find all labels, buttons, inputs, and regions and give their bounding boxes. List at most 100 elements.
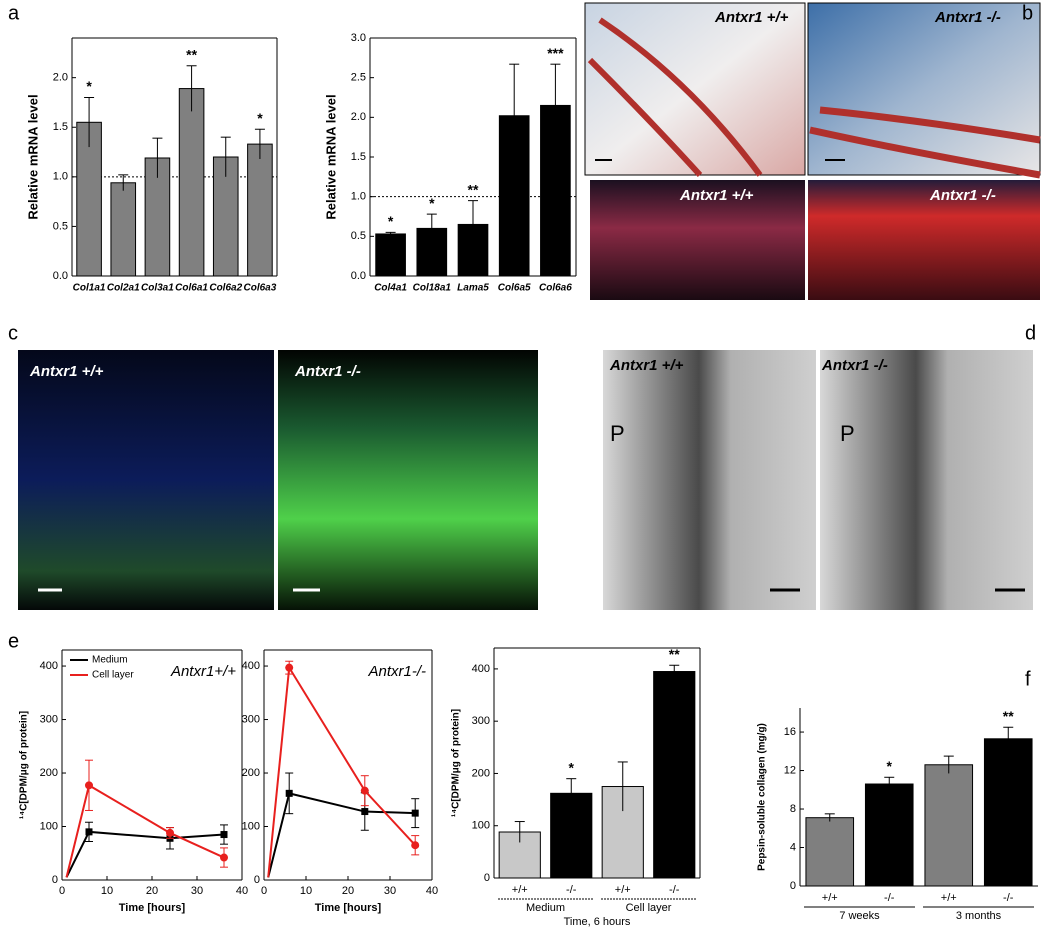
bar	[110, 182, 137, 277]
y-tick-label: 400	[40, 660, 58, 672]
bar	[924, 764, 974, 887]
significance: **	[669, 646, 680, 662]
y-tick-label: 0.0	[53, 270, 68, 282]
significance: *	[429, 195, 435, 211]
y-tick-label: 1.5	[351, 151, 366, 163]
y-tick-label: 4	[790, 841, 796, 853]
image-label: Antxr1 +/+	[29, 363, 104, 380]
bar	[805, 817, 855, 887]
y-tick-label: 0	[52, 874, 58, 886]
x-tick-label: -/-	[1003, 892, 1014, 904]
image-label: Antxr1 +/+	[679, 187, 754, 204]
micrograph	[278, 350, 538, 610]
point	[285, 789, 293, 797]
x-tick-label: 10	[300, 885, 312, 897]
micrograph	[820, 350, 1033, 610]
x-tick-label: Col6a3	[244, 283, 277, 294]
x-tick-label: 20	[342, 885, 354, 897]
y-axis-label: Pepsin-soluble collagen (mg/g)	[757, 723, 768, 871]
x-tick-label: +/+	[512, 884, 528, 896]
group-label: 3 months	[956, 910, 1002, 922]
panel-c: Antxr1 +/+ Antxr1 -/-	[18, 350, 538, 610]
x-tick-label: Col6a2	[209, 283, 242, 294]
y-tick-label: 1.0	[351, 191, 366, 203]
y-tick-label: 2.5	[351, 72, 366, 84]
micrograph	[590, 180, 805, 300]
x-tick-label: -/-	[566, 884, 577, 896]
significance: ***	[547, 45, 564, 61]
significance: *	[257, 110, 263, 126]
y-tick-label: 200	[472, 767, 490, 779]
bar	[178, 88, 205, 277]
point	[85, 828, 93, 836]
panel-letter: a	[8, 2, 20, 24]
series-line	[267, 792, 416, 878]
x-tick-label: +/+	[822, 892, 838, 904]
x-axis-label: Time [hours]	[119, 902, 186, 914]
group-label: Cell layer	[626, 902, 672, 914]
bar	[653, 671, 696, 879]
x-tick-label: 0	[261, 885, 267, 897]
micrograph	[808, 180, 1040, 300]
image-label: Antxr1 +/+	[609, 357, 684, 374]
y-tick-label: 0	[254, 874, 260, 886]
image-marker: P	[610, 421, 625, 446]
image-label: Antxr1 -/-	[934, 9, 1001, 26]
significance: *	[388, 213, 394, 229]
y-tick-label: 200	[40, 767, 58, 779]
y-tick-label: 300	[40, 713, 58, 725]
panel-letter: e	[8, 630, 19, 652]
x-tick-label: +/+	[941, 892, 957, 904]
x-tick-label: 0	[59, 885, 65, 897]
legend-label: Cell layer	[92, 670, 134, 681]
y-tick-label: 0.0	[351, 270, 366, 282]
y-tick-label: 0	[790, 880, 796, 892]
x-tick-label: Col6a1	[175, 283, 208, 294]
x-tick-label: Col18a1	[413, 283, 452, 294]
group-label: 7 weeks	[839, 910, 880, 922]
x-tick-label: Col1a1	[73, 283, 106, 294]
image-label: Antxr1 -/-	[294, 363, 361, 380]
significance: *	[86, 78, 92, 94]
y-tick-label: 100	[40, 820, 58, 832]
tissue-streak	[809, 106, 1041, 179]
x-tick-label: Lama5	[457, 283, 489, 294]
point	[220, 853, 228, 862]
x-tick-label: Col4a1	[374, 283, 407, 294]
y-tick-label: 200	[242, 767, 260, 779]
annotation: Antxr1-/-	[367, 663, 426, 680]
y-tick-label: 0	[484, 872, 490, 884]
series-line	[65, 783, 225, 878]
significance: **	[1003, 708, 1014, 724]
panel-b: Antxr1 +/+ Antxr1 -/- Antxr1 +/+ Antxr1 …	[584, 2, 1041, 300]
micrograph	[807, 2, 1041, 176]
point	[411, 809, 419, 817]
point	[411, 841, 420, 850]
y-tick-label: 100	[242, 820, 260, 832]
y-tick-label: 12	[784, 764, 796, 776]
image-label: Antxr1 -/-	[929, 187, 996, 204]
point	[360, 786, 369, 795]
y-axis-label: Relative mRNA level	[25, 94, 40, 219]
image-label: Antxr1 +/+	[714, 9, 789, 26]
y-tick-label: 2.0	[351, 111, 366, 123]
bar	[375, 233, 406, 277]
y-tick-label: 0.5	[53, 220, 68, 232]
significance: **	[186, 46, 197, 62]
significance: *	[569, 759, 575, 775]
significance: **	[468, 181, 479, 197]
image-marker: P	[840, 421, 855, 446]
x-tick-label: -/-	[669, 884, 680, 896]
group-label: Medium	[526, 902, 565, 914]
y-tick-label: 1.0	[53, 171, 68, 183]
y-tick-label: 16	[784, 726, 796, 738]
y-tick-label: 100	[472, 820, 490, 832]
tissue-streak	[587, 17, 763, 178]
y-tick-label: 400	[472, 663, 490, 675]
x-tick-label: Col6a5	[498, 283, 531, 294]
y-tick-label: 1.5	[53, 121, 68, 133]
y-tick-label: 0.5	[351, 230, 366, 242]
x-tick-label: 20	[146, 885, 158, 897]
panel-letter: c	[8, 322, 18, 344]
